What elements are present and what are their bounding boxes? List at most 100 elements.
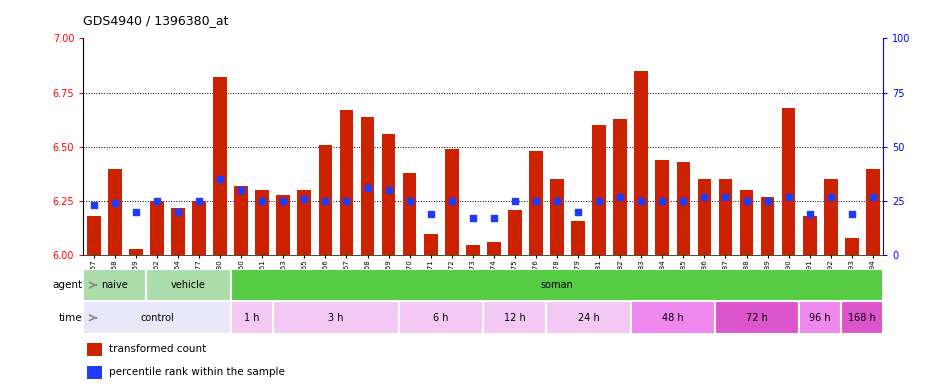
Point xyxy=(402,198,417,204)
Bar xyxy=(230,269,883,301)
Bar xyxy=(87,343,102,356)
Point xyxy=(360,185,375,191)
Bar xyxy=(631,301,715,334)
Point xyxy=(487,215,501,222)
Point xyxy=(528,198,543,204)
Bar xyxy=(146,269,230,301)
Point xyxy=(760,198,775,204)
Point xyxy=(424,211,438,217)
Bar xyxy=(760,197,774,255)
Bar xyxy=(255,190,269,255)
Bar xyxy=(803,216,817,255)
Bar xyxy=(318,145,332,255)
Bar xyxy=(466,245,480,255)
Point xyxy=(592,198,607,204)
Text: 168 h: 168 h xyxy=(848,313,876,323)
Point xyxy=(339,198,354,204)
Bar xyxy=(529,151,543,255)
Bar xyxy=(339,110,353,255)
Point xyxy=(676,198,691,204)
Point xyxy=(718,194,733,200)
Text: transformed count: transformed count xyxy=(109,344,206,354)
Bar xyxy=(824,179,837,255)
Bar xyxy=(550,179,564,255)
Text: percentile rank within the sample: percentile rank within the sample xyxy=(109,367,285,377)
Text: 3 h: 3 h xyxy=(328,313,344,323)
Point xyxy=(782,194,796,200)
Bar xyxy=(192,201,206,255)
Bar xyxy=(424,233,438,255)
Text: 24 h: 24 h xyxy=(578,313,599,323)
Bar xyxy=(277,195,290,255)
Point xyxy=(381,187,396,193)
Bar xyxy=(572,221,585,255)
Point xyxy=(170,209,185,215)
Text: 48 h: 48 h xyxy=(662,313,684,323)
Text: agent: agent xyxy=(52,280,82,290)
Bar xyxy=(108,169,122,255)
Bar xyxy=(445,149,459,255)
Bar xyxy=(298,190,311,255)
Text: 12 h: 12 h xyxy=(504,313,525,323)
Point xyxy=(86,202,101,209)
Text: control: control xyxy=(140,313,174,323)
Bar xyxy=(399,301,483,334)
Bar xyxy=(592,125,606,255)
Bar xyxy=(719,179,733,255)
Bar xyxy=(841,301,883,334)
Bar xyxy=(635,71,648,255)
Point xyxy=(234,187,249,193)
Text: 1 h: 1 h xyxy=(244,313,259,323)
Point xyxy=(845,211,859,217)
Point xyxy=(254,198,269,204)
Bar xyxy=(171,208,185,255)
Point xyxy=(823,194,838,200)
Point xyxy=(150,198,165,204)
Text: 96 h: 96 h xyxy=(809,313,831,323)
Bar xyxy=(613,119,627,255)
Point xyxy=(802,211,817,217)
Bar xyxy=(83,301,230,334)
Bar xyxy=(487,242,500,255)
Bar xyxy=(361,116,375,255)
Point xyxy=(866,194,881,200)
Text: GDS4940 / 1396380_at: GDS4940 / 1396380_at xyxy=(83,14,228,27)
Bar xyxy=(547,301,631,334)
Text: naive: naive xyxy=(102,280,129,290)
Point xyxy=(508,198,523,204)
Point xyxy=(655,198,670,204)
Point xyxy=(549,198,564,204)
Point xyxy=(634,198,648,204)
Bar xyxy=(483,301,547,334)
Bar xyxy=(676,162,690,255)
Point xyxy=(318,198,333,204)
Bar xyxy=(234,186,248,255)
Bar xyxy=(697,179,711,255)
Bar xyxy=(87,216,101,255)
Bar xyxy=(150,201,164,255)
Point xyxy=(739,198,754,204)
Point xyxy=(612,194,627,200)
Point xyxy=(465,215,480,222)
Text: vehicle: vehicle xyxy=(171,280,206,290)
Text: 6 h: 6 h xyxy=(434,313,449,323)
Point xyxy=(107,200,122,206)
Point xyxy=(213,176,228,182)
Point xyxy=(129,209,143,215)
Bar xyxy=(656,160,669,255)
Bar xyxy=(273,301,399,334)
Point xyxy=(571,209,586,215)
Bar xyxy=(87,366,102,379)
Point xyxy=(297,196,312,202)
Bar xyxy=(83,269,146,301)
Text: time: time xyxy=(58,313,82,323)
Bar xyxy=(845,238,858,255)
Point xyxy=(697,194,712,200)
Bar xyxy=(130,249,142,255)
Bar xyxy=(740,190,753,255)
Bar xyxy=(715,301,799,334)
Bar xyxy=(866,169,880,255)
Bar xyxy=(508,210,522,255)
Bar xyxy=(782,108,796,255)
Bar xyxy=(230,301,273,334)
